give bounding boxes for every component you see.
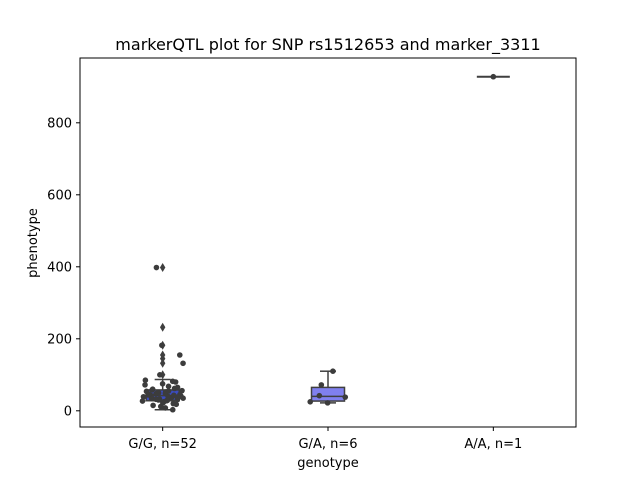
- data-point: [179, 387, 185, 394]
- outlier-marker: [159, 263, 166, 273]
- data-point: [142, 377, 149, 384]
- data-point: [159, 342, 165, 349]
- data-point: [165, 388, 172, 394]
- outlier-marker: [159, 358, 166, 368]
- y-axis-label: phenotype: [26, 208, 41, 278]
- data-point: [162, 405, 169, 411]
- data-point: [316, 392, 323, 399]
- data-point: [324, 400, 331, 406]
- data-point: [318, 382, 325, 388]
- x-tick-label: G/G, n=52: [128, 437, 196, 452]
- data-point: [139, 398, 146, 404]
- data-point: [174, 384, 181, 391]
- outlier-marker: [159, 322, 166, 332]
- data-point: [169, 406, 176, 413]
- data-point: [169, 378, 176, 385]
- iqr-box: [310, 386, 346, 402]
- x-axis-label: genotype: [297, 456, 358, 471]
- data-point: [156, 396, 163, 402]
- x-tick-label: G/A, n=6: [298, 437, 357, 452]
- outlier-marker: [159, 350, 166, 360]
- data-point: [140, 393, 147, 400]
- data-point: [180, 360, 186, 367]
- chart-title: markerQTL plot for SNP rs1512653 and mar…: [115, 35, 540, 55]
- y-tick-label: 200: [47, 332, 72, 347]
- data-point: [307, 399, 314, 405]
- y-tick-label: 400: [47, 260, 72, 275]
- data-point: [142, 382, 148, 388]
- data-point: [490, 73, 497, 80]
- data-point: [342, 394, 349, 400]
- data-point: [150, 402, 156, 409]
- y-tick-label: 0: [64, 404, 72, 419]
- data-point: [157, 372, 163, 378]
- data-point: [330, 368, 336, 375]
- data-point: [149, 386, 156, 393]
- data-point: [176, 352, 183, 358]
- data-point: [153, 264, 160, 271]
- data-point: [170, 400, 177, 407]
- x-tick-label: A/A, n=1: [464, 437, 522, 452]
- data-point: [159, 381, 166, 387]
- y-tick-label: 600: [47, 188, 72, 203]
- data-point: [143, 388, 150, 395]
- data-point: [155, 390, 162, 396]
- data-point: [165, 383, 172, 390]
- data-point: [171, 392, 177, 399]
- y-tick-label: 800: [47, 116, 72, 131]
